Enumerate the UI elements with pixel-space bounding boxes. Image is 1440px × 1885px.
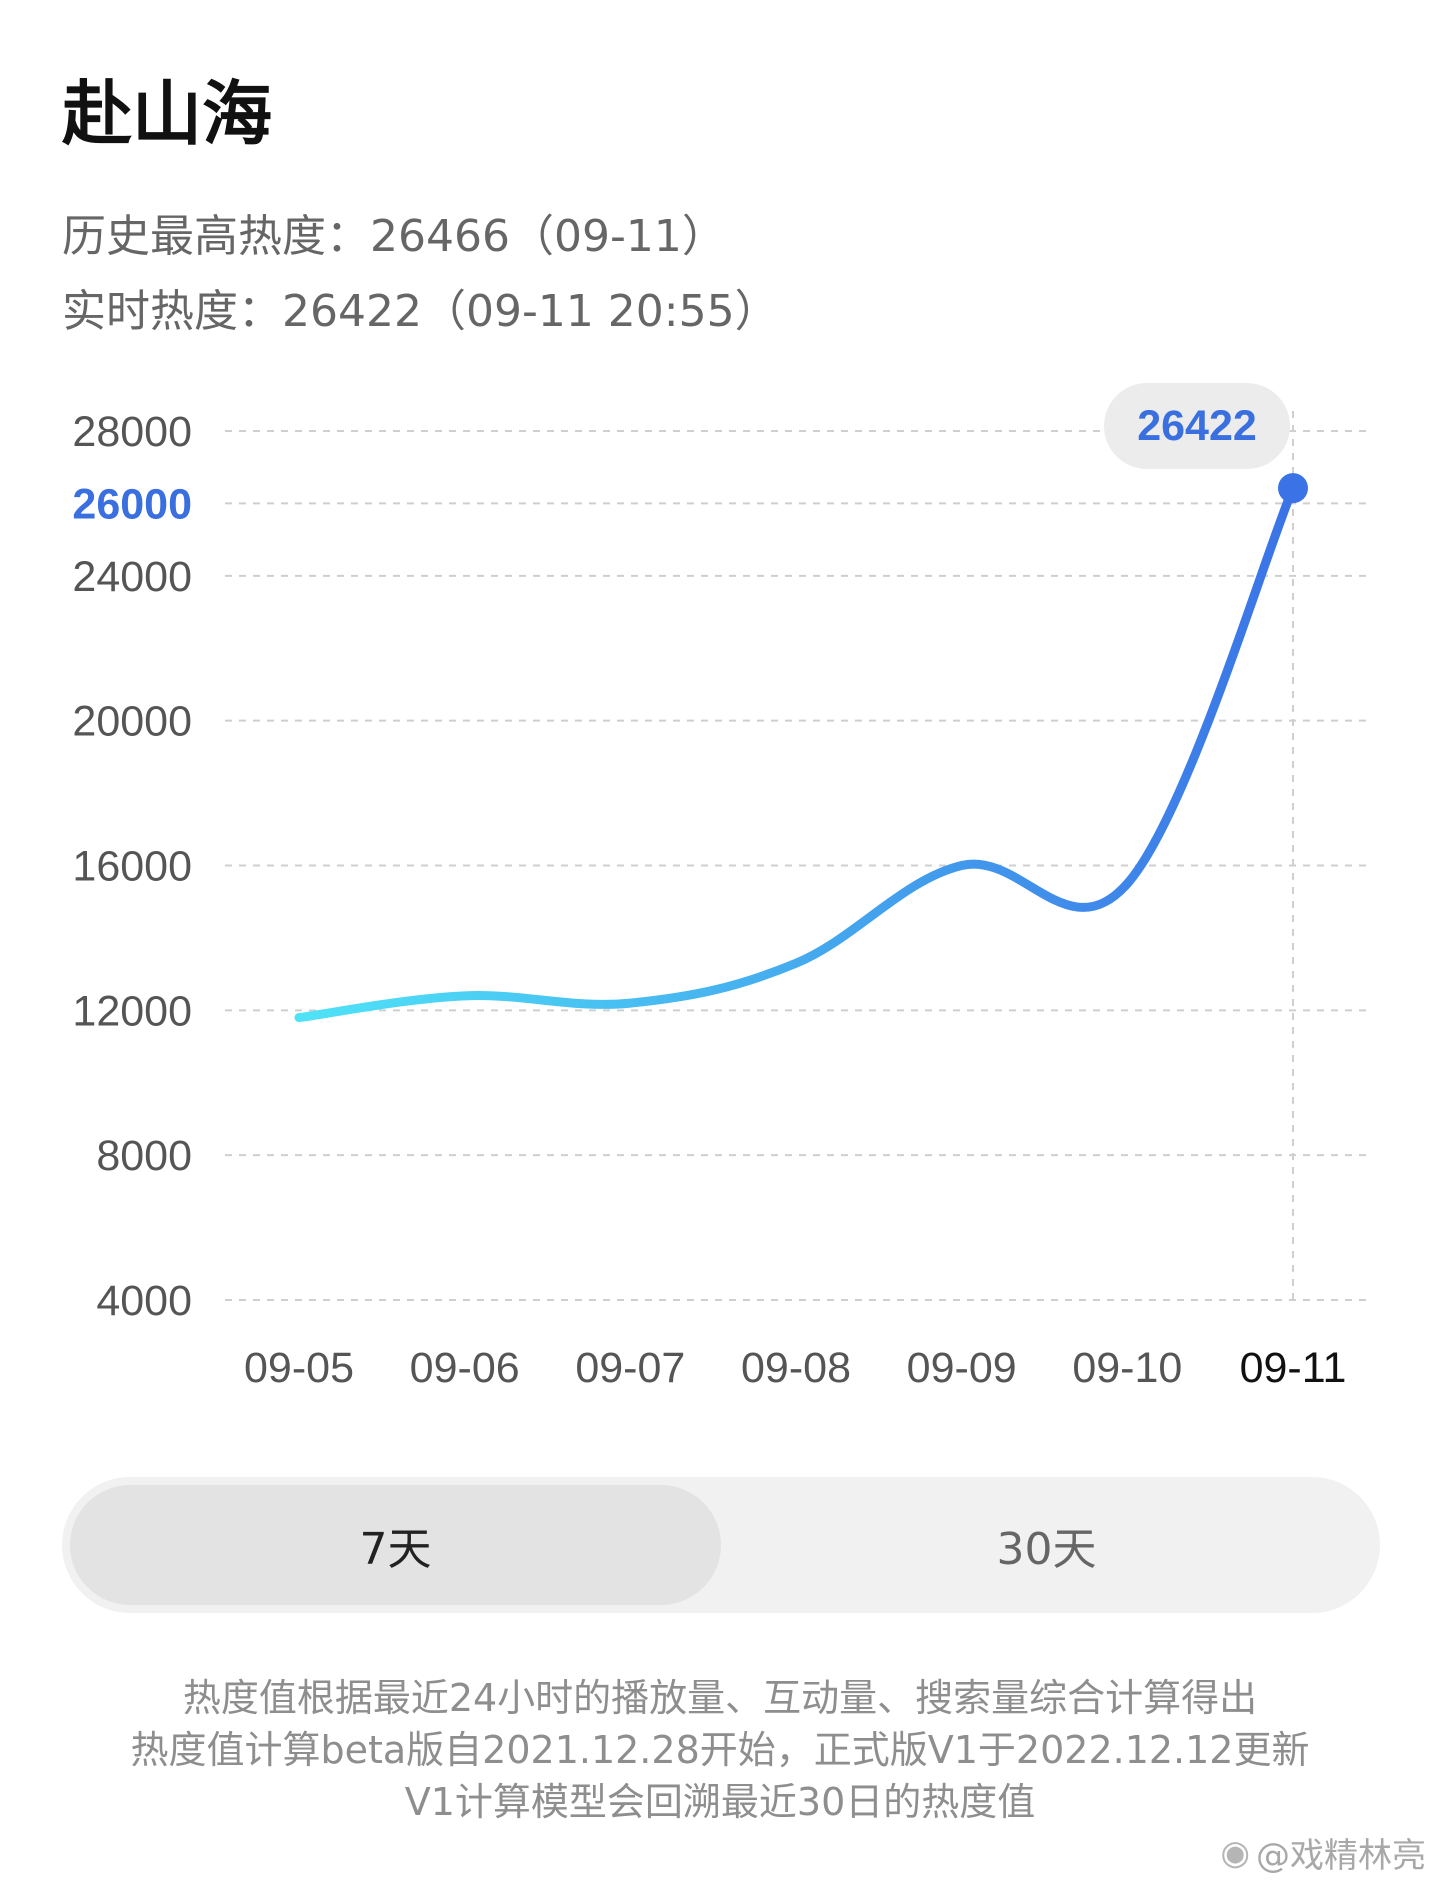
value-bubble <box>1104 383 1290 469</box>
y-tick-label: 28000 <box>72 408 192 456</box>
weibo-icon: ◉ <box>1220 1832 1250 1873</box>
y-tick-label: 26000 <box>72 480 192 528</box>
footnote-line: 热度值计算beta版自2021.12.28开始，正式版V1于2022.12.12… <box>130 1728 1310 1772</box>
watermark: ◉ @戏精林亮 <box>1220 1828 1426 1877</box>
value-bubble-label: 26422 <box>1137 402 1257 450</box>
tab-7-days[interactable]: 7天 <box>70 1485 721 1605</box>
x-tick-label: 09-10 <box>1072 1344 1182 1392</box>
data-point-marker <box>1278 473 1308 504</box>
x-tick-label: 09-11 <box>1240 1344 1347 1392</box>
historical-peak-text: 历史最高热度：26466（09-11） <box>62 211 726 262</box>
x-tick-label: 09-08 <box>741 1344 851 1392</box>
page-title: 赴山海 <box>62 73 272 155</box>
y-tick-label: 12000 <box>72 987 192 1035</box>
x-tick-label: 09-07 <box>575 1344 685 1392</box>
x-tick-label: 09-06 <box>410 1344 520 1392</box>
y-tick-label: 24000 <box>72 553 192 601</box>
heat-line-chart: 4000 8000 12000 16000 20000 24000 26000 28000 09… <box>72 383 1372 1392</box>
realtime-heat-text: 实时热度：26422（09-11 20:55） <box>62 286 779 337</box>
series-line <box>294 483 1298 1023</box>
range-tabs: 7天 30天 <box>62 1477 1380 1613</box>
footnote-line: 热度值根据最近24小时的播放量、互动量、搜索量综合计算得出 <box>182 1676 1258 1720</box>
footnote-line: V1计算模型会回溯最近30日的热度值 <box>404 1780 1036 1824</box>
x-tick-label: 09-05 <box>244 1344 354 1392</box>
x-tick-label: 09-09 <box>907 1344 1017 1392</box>
y-tick-label: 8000 <box>96 1132 192 1180</box>
y-tick-label: 20000 <box>72 698 192 746</box>
y-tick-label: 16000 <box>72 843 192 891</box>
footnotes: 热度值根据最近24小时的播放量、互动量、搜索量综合计算得出 热度值计算beta版… <box>0 1672 1440 1828</box>
tab-30-days[interactable]: 30天 <box>996 1524 1097 1575</box>
watermark-text: @戏精林亮 <box>1256 1836 1426 1876</box>
y-tick-label: 4000 <box>96 1277 192 1325</box>
